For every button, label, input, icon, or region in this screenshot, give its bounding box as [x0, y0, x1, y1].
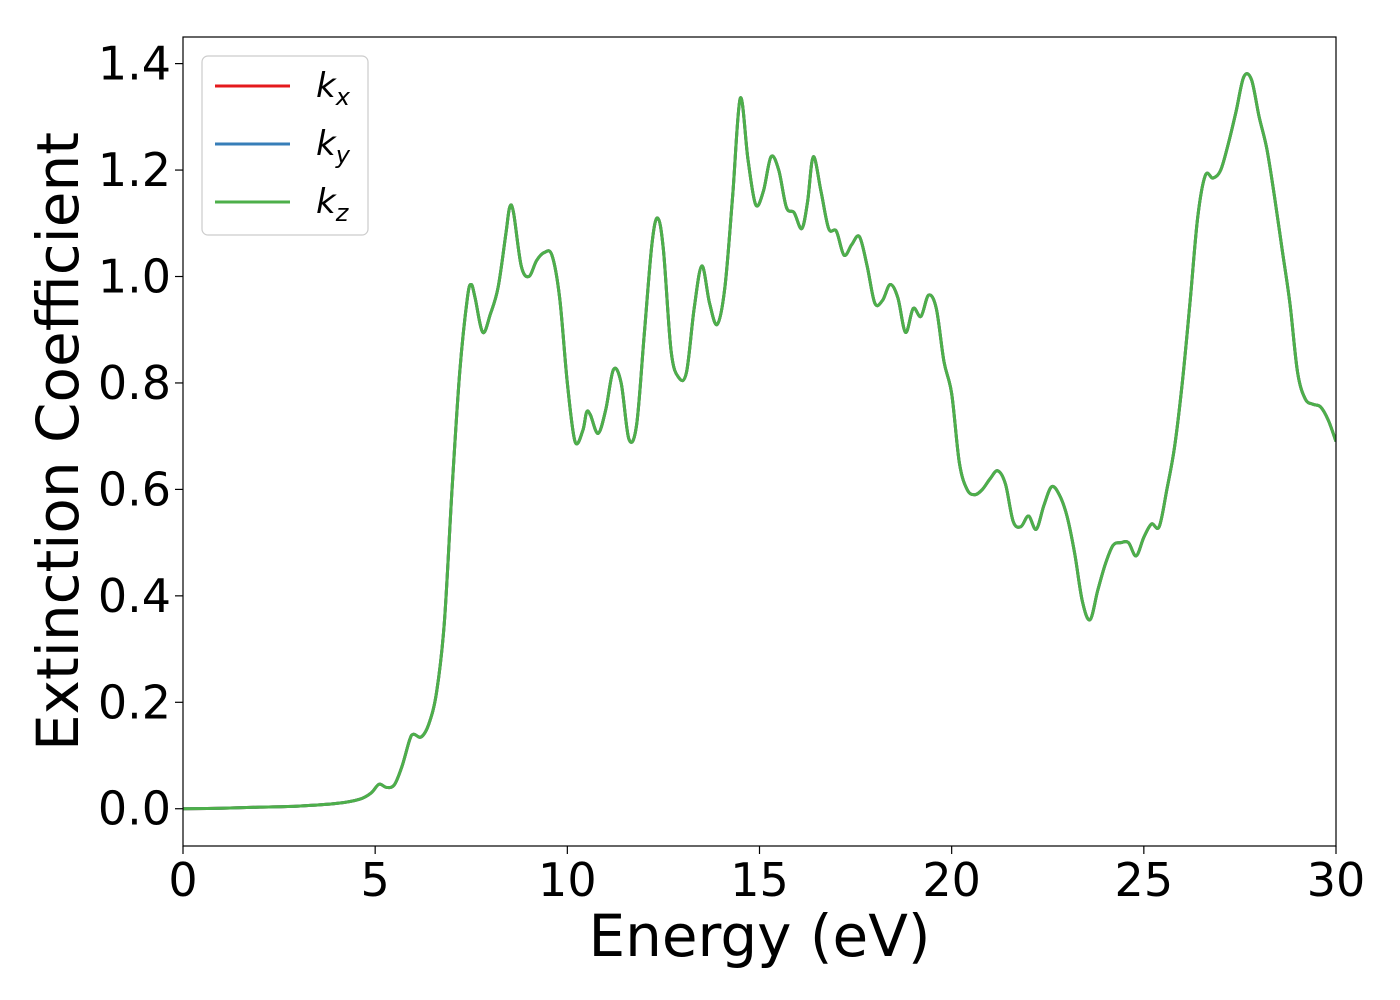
x-tick-label: 25: [1115, 853, 1174, 907]
legend: kx ky kz: [201, 55, 369, 236]
x-tick-label: 10: [538, 853, 597, 907]
legend-label-kz: kz: [316, 182, 350, 227]
x-axis-ticks: 0 5 10 15 20 25 30: [168, 846, 1365, 907]
y-tick-label: 0.8: [98, 356, 171, 410]
x-tick-label: 15: [730, 853, 789, 907]
legend-label-ky: ky: [316, 124, 351, 169]
plot-lines: [183, 72, 1336, 811]
x-axis-label: Energy (eV): [588, 902, 930, 970]
y-tick-label: 0.2: [98, 675, 171, 729]
legend-label-kx: kx: [316, 66, 351, 111]
x-tick-label: 30: [1307, 853, 1366, 907]
y-tick-label: 1.4: [98, 37, 171, 91]
x-tick-label: 20: [922, 853, 981, 907]
y-tick-label: 1.2: [98, 143, 171, 197]
series-line-kz: [183, 72, 1336, 811]
x-tick-label: 5: [361, 853, 390, 907]
y-axis-label: Extinction Coefficient: [24, 132, 92, 751]
y-tick-label: 0.4: [98, 569, 171, 623]
y-tick-label: 0.6: [98, 462, 171, 516]
x-tick-label: 0: [168, 853, 197, 907]
y-axis-ticks: 0.0 0.2 0.4 0.6 0.8 1.0 1.2 1.4: [98, 37, 183, 836]
y-tick-label: 0.0: [98, 782, 171, 836]
y-tick-label: 1.0: [98, 250, 171, 304]
